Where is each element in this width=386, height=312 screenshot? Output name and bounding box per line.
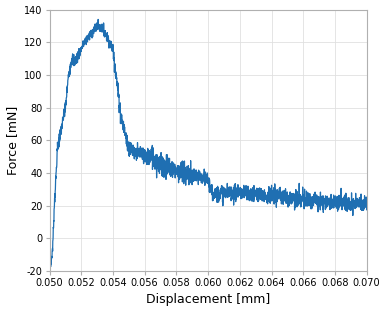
Y-axis label: Force [mN]: Force [mN] bbox=[5, 106, 19, 175]
X-axis label: Displacement [mm]: Displacement [mm] bbox=[146, 294, 270, 306]
